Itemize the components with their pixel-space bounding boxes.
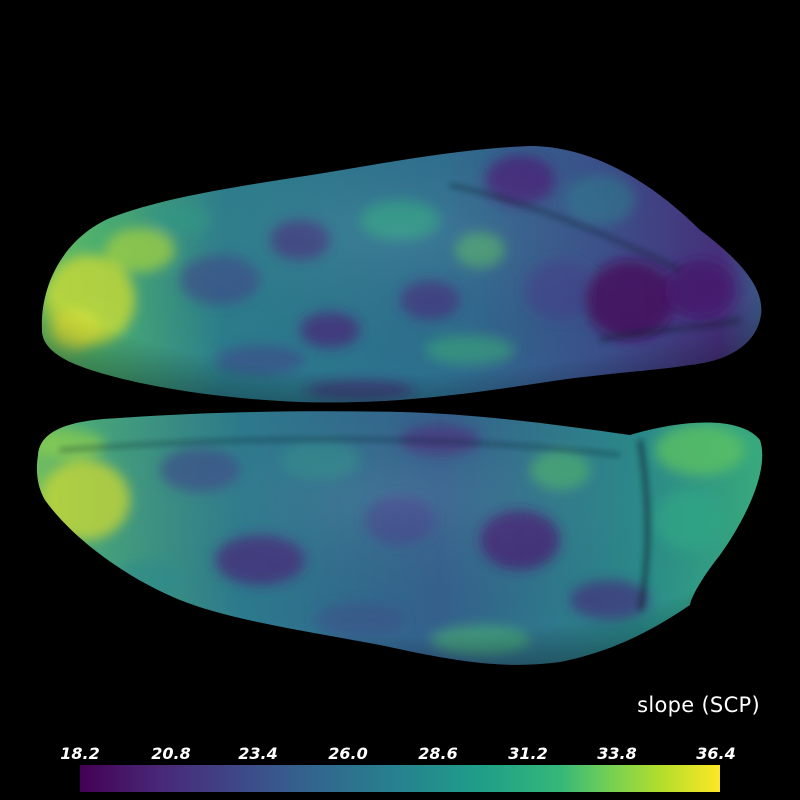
colorbar-tick-label: 36.4 (696, 744, 736, 763)
colorbar-tick-label: 28.6 (418, 744, 458, 763)
colorbar-tick-label: 26.0 (328, 744, 368, 763)
colorbar-tick-label: 31.2 (508, 744, 548, 763)
colorbar-tick-label: 20.8 (151, 744, 191, 763)
colorbar-tick-label: 18.2 (60, 744, 100, 763)
scalar-bar-title: slope (SCP) (637, 693, 760, 717)
colorbar-tick-label: 23.4 (238, 744, 278, 763)
colorbar-tick-label: 33.8 (597, 744, 637, 763)
colorbar-tick-labels: 18.2 20.8 23.4 26.0 28.6 31.2 33.8 36.4 (40, 744, 760, 764)
colorbar (80, 765, 720, 792)
